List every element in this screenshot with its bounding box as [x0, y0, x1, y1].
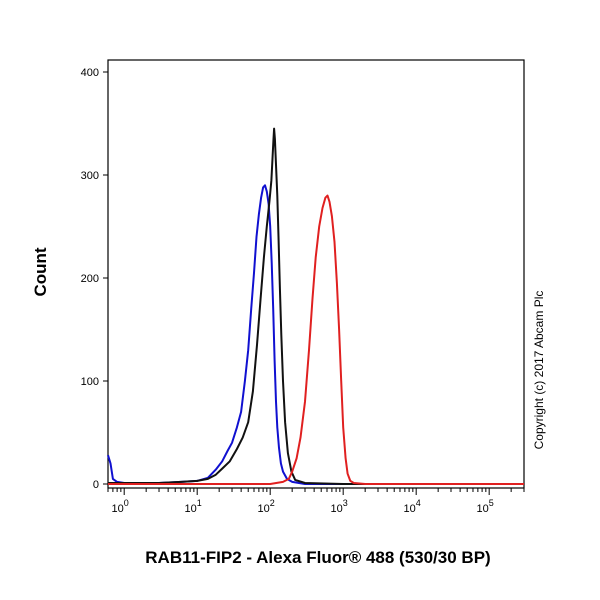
x-tick-exponent: 0	[124, 498, 129, 508]
x-tick-exponent: 1	[197, 498, 202, 508]
x-tick-label: 103	[331, 498, 348, 515]
y-axis-title: Count	[31, 247, 50, 296]
x-tick-exponent: 3	[343, 498, 348, 508]
x-tick-label: 101	[185, 498, 202, 515]
x-axis-title: RAB11-FIP2 - Alexa Fluor® 488 (530/30 BP…	[145, 548, 490, 567]
y-tick-label: 300	[81, 170, 99, 182]
x-tick-label: 102	[258, 498, 275, 515]
x-tick-exponent: 5	[489, 498, 494, 508]
copyright-watermark: Copyright (c) 2017 Abcam Plc	[532, 291, 546, 450]
x-tick-label: 100	[112, 498, 129, 515]
y-tick-label: 0	[93, 479, 99, 491]
y-axis: 0 100 200 300 400	[81, 67, 108, 491]
x-tick-exponent: 2	[270, 498, 275, 508]
x-tick-label: 104	[404, 498, 421, 515]
series-line-2	[108, 127, 524, 485]
series-line-3	[108, 194, 524, 485]
y-tick-label: 200	[81, 273, 99, 285]
x-tick-exponent: 4	[416, 498, 421, 508]
y-tick-label: 100	[81, 376, 99, 388]
series-layer	[107, 127, 524, 485]
plot-frame	[107, 59, 525, 489]
x-tick-label: 105	[477, 498, 494, 515]
x-axis: 100 101 102 103 104 105	[107, 488, 525, 515]
y-tick-label: 400	[81, 67, 99, 79]
